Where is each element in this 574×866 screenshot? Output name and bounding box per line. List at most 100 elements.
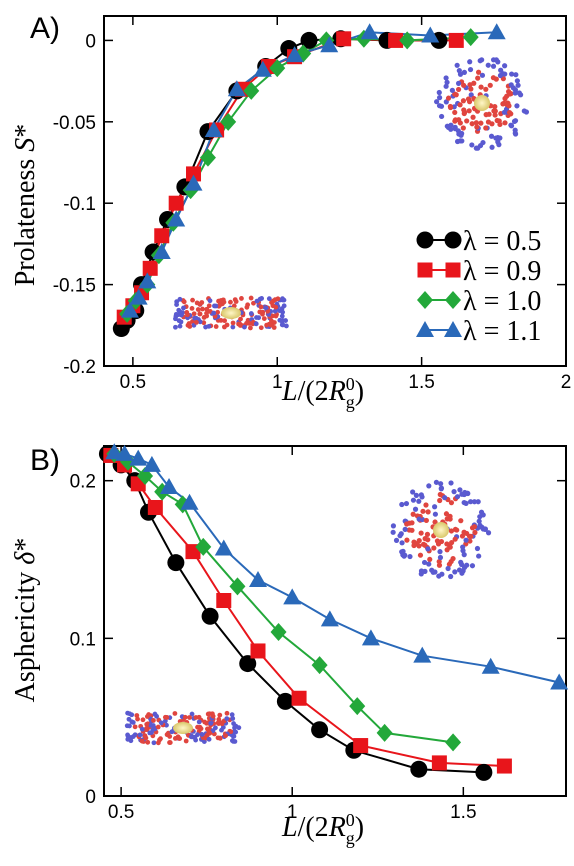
- panel-b-ticks: 0.5 1 1.5 0 0.1 0.2: [70, 446, 566, 823]
- data-point: [353, 738, 369, 754]
- bead: [470, 114, 476, 120]
- bead: [489, 144, 495, 150]
- bead: [193, 319, 199, 325]
- bead: [436, 573, 442, 579]
- bead: [436, 558, 442, 565]
- bead: [198, 726, 204, 732]
- bead: [206, 736, 212, 742]
- data-point: [138, 272, 157, 289]
- bead: [212, 303, 217, 309]
- data-point: [154, 228, 170, 244]
- bead: [426, 561, 432, 567]
- bead: [425, 537, 431, 543]
- bead: [191, 311, 197, 317]
- legend-marker: [445, 291, 461, 309]
- bead: [452, 536, 458, 542]
- panel-a-ticks: 0.5 1 1.5 2 0 -0.05 -0.1 -0.15 -0.2: [53, 16, 571, 393]
- bead: [513, 72, 519, 78]
- bead: [169, 729, 175, 735]
- inset-spherical-micelle-b: [390, 479, 492, 580]
- bead: [144, 726, 149, 731]
- bead: [502, 71, 508, 77]
- x-tick-label: 1: [272, 372, 283, 393]
- data-point: [216, 593, 232, 609]
- bead: [508, 122, 514, 128]
- bead: [457, 487, 463, 493]
- bead: [149, 730, 154, 735]
- data-point: [349, 697, 366, 716]
- bead: [425, 509, 431, 515]
- bead: [206, 323, 212, 329]
- bead: [126, 716, 132, 722]
- bead: [418, 530, 424, 536]
- bead: [474, 124, 480, 130]
- bead: [266, 296, 272, 302]
- data-point: [142, 455, 161, 472]
- bead: [174, 302, 180, 307]
- bead: [229, 712, 235, 718]
- bead: [196, 719, 202, 725]
- data-point: [311, 656, 328, 675]
- bead: [501, 109, 508, 115]
- bead: [491, 108, 497, 114]
- data-point: [311, 721, 329, 739]
- bead: [406, 520, 413, 526]
- bead: [258, 325, 264, 331]
- panel-b-xlabel: L/(2R0 g): [281, 810, 364, 848]
- bead: [280, 297, 285, 303]
- bead: [410, 489, 416, 495]
- bead: [201, 320, 207, 326]
- bead: [231, 303, 237, 309]
- bead: [223, 733, 228, 739]
- bead: [451, 489, 457, 495]
- bead: [216, 720, 222, 725]
- bead: [248, 325, 253, 331]
- bead: [192, 315, 198, 321]
- bead: [512, 130, 518, 136]
- panel-b-frame: [103, 445, 567, 797]
- data-point: [431, 755, 447, 771]
- bead: [197, 301, 203, 307]
- bead: [448, 528, 455, 534]
- bead: [199, 732, 205, 737]
- bead: [460, 98, 467, 104]
- bead: [523, 109, 530, 115]
- data-point: [120, 301, 139, 318]
- bead: [478, 509, 485, 515]
- panel-a-frame: [103, 15, 567, 367]
- legend-marker: [444, 321, 462, 337]
- bead: [158, 720, 164, 726]
- bead: [399, 501, 405, 508]
- y-tick-label: 0: [85, 31, 96, 52]
- bead: [512, 90, 518, 96]
- data-point: [147, 499, 163, 515]
- bead: [275, 296, 281, 302]
- bead: [490, 57, 497, 63]
- bead: [264, 322, 270, 328]
- bead: [485, 62, 491, 68]
- bead: [510, 85, 516, 91]
- y-tick-label: -0.15: [53, 276, 96, 297]
- legend-marker: [417, 291, 433, 309]
- bead: [207, 298, 213, 304]
- bead: [182, 714, 188, 720]
- bead: [271, 320, 277, 325]
- bead: [457, 120, 463, 126]
- bead: [273, 313, 279, 319]
- bead: [475, 499, 481, 505]
- bead: [509, 71, 515, 77]
- data-point: [184, 174, 203, 191]
- bead: [478, 84, 484, 90]
- bead: [164, 722, 169, 728]
- bead: [463, 537, 469, 543]
- bead: [452, 117, 459, 123]
- bead: [448, 558, 454, 565]
- bead: [217, 712, 223, 718]
- bead: [515, 82, 521, 88]
- series-line: [123, 37, 457, 318]
- x-tick-label: 1.5: [450, 802, 476, 823]
- bead: [442, 495, 448, 501]
- bead: [432, 511, 438, 517]
- bead: [238, 316, 243, 322]
- data-point: [167, 554, 185, 572]
